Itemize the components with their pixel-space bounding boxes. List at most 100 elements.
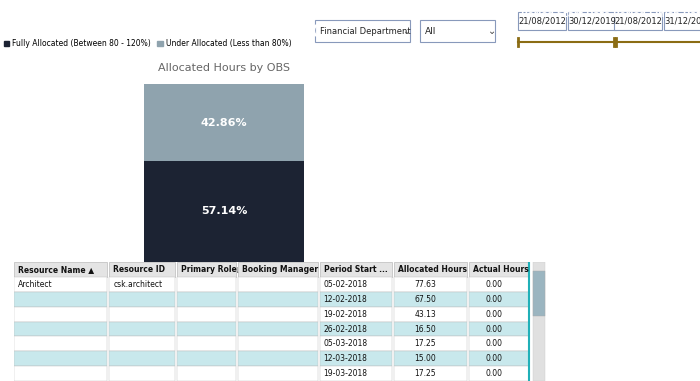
Text: 31/12/2019: 31/12/2019 bbox=[664, 16, 700, 26]
Bar bbox=[238, 262, 318, 277]
Text: 30/12/2019: 30/12/2019 bbox=[568, 16, 616, 26]
Bar bbox=[14, 322, 107, 336]
Bar bbox=[469, 322, 529, 336]
Text: 19-02-2018: 19-02-2018 bbox=[323, 310, 368, 319]
Text: 12-02-2018: 12-02-2018 bbox=[323, 295, 368, 304]
Text: OBS Type: OBS Type bbox=[331, 10, 379, 19]
Bar bbox=[177, 351, 236, 366]
Text: 21/08/2012: 21/08/2012 bbox=[614, 16, 662, 26]
Text: Period Start Date: Period Start Date bbox=[522, 10, 610, 19]
Bar bbox=[518, 12, 566, 30]
Text: 16.50: 16.50 bbox=[414, 325, 436, 333]
Bar bbox=[109, 277, 175, 292]
Bar bbox=[394, 277, 467, 292]
Text: 57.14%: 57.14% bbox=[201, 207, 247, 216]
Bar bbox=[394, 292, 467, 307]
Text: 0.00: 0.00 bbox=[486, 339, 503, 348]
Bar bbox=[420, 20, 495, 42]
Bar bbox=[14, 277, 107, 292]
Bar bbox=[238, 336, 318, 351]
Text: Architect: Architect bbox=[18, 280, 52, 289]
Bar bbox=[144, 85, 304, 161]
Bar bbox=[14, 351, 107, 366]
Bar bbox=[14, 292, 107, 307]
Bar bbox=[109, 366, 175, 381]
Bar bbox=[177, 336, 236, 351]
Bar bbox=[469, 292, 529, 307]
Bar bbox=[394, 351, 467, 366]
Bar bbox=[319, 262, 392, 277]
Bar bbox=[469, 366, 529, 381]
Bar bbox=[238, 307, 318, 322]
Bar bbox=[109, 351, 175, 366]
Text: 0.00: 0.00 bbox=[486, 295, 503, 304]
Text: Period Finish Date: Period Finish Date bbox=[613, 10, 700, 19]
Bar bbox=[319, 366, 392, 381]
Text: 0.00: 0.00 bbox=[486, 354, 503, 363]
Text: Resource Name ▲: Resource Name ▲ bbox=[18, 265, 95, 274]
Bar bbox=[109, 262, 175, 277]
Text: 26-02-2018: 26-02-2018 bbox=[323, 325, 368, 333]
Bar bbox=[177, 277, 236, 292]
Bar bbox=[394, 307, 467, 322]
Bar bbox=[319, 277, 392, 292]
Bar bbox=[14, 366, 107, 381]
Text: Financial Department: Financial Department bbox=[320, 27, 411, 35]
Bar bbox=[109, 322, 175, 336]
Text: 21/08/2012: 21/08/2012 bbox=[518, 16, 566, 26]
Bar bbox=[614, 12, 662, 30]
Text: Allocated Hours: Allocated Hours bbox=[398, 265, 468, 274]
Text: Resource ID: Resource ID bbox=[113, 265, 165, 274]
Text: Primary Role: Primary Role bbox=[181, 265, 237, 274]
Bar bbox=[177, 307, 236, 322]
Text: ⌄: ⌄ bbox=[488, 26, 496, 36]
Text: 42.86%: 42.86% bbox=[201, 118, 247, 128]
Bar bbox=[319, 307, 392, 322]
Bar bbox=[394, 336, 467, 351]
Text: Booking Manager: Booking Manager bbox=[242, 265, 318, 274]
Bar bbox=[238, 351, 318, 366]
Bar bbox=[394, 366, 467, 381]
Text: 05-02-2018: 05-02-2018 bbox=[323, 280, 368, 289]
Bar bbox=[109, 307, 175, 322]
Bar bbox=[109, 292, 175, 307]
Bar bbox=[394, 322, 467, 336]
Bar bbox=[109, 336, 175, 351]
Bar bbox=[144, 161, 304, 262]
Bar bbox=[238, 322, 318, 336]
Text: 0.00: 0.00 bbox=[486, 280, 503, 289]
Bar bbox=[533, 262, 545, 381]
Bar bbox=[568, 12, 616, 30]
Text: 0.00: 0.00 bbox=[486, 325, 503, 333]
Bar bbox=[319, 322, 392, 336]
Text: 67.50: 67.50 bbox=[414, 295, 437, 304]
Bar bbox=[469, 336, 529, 351]
Bar bbox=[238, 292, 318, 307]
Bar bbox=[319, 336, 392, 351]
Bar bbox=[177, 292, 236, 307]
Text: 05-03-2018: 05-03-2018 bbox=[323, 339, 368, 348]
Text: 0.00: 0.00 bbox=[486, 310, 503, 319]
Text: All: All bbox=[425, 27, 436, 35]
Text: Allocation Compliance Column Chart: Allocation Compliance Column Chart bbox=[8, 23, 365, 41]
Text: OBS Path: OBS Path bbox=[434, 10, 482, 19]
Bar bbox=[394, 262, 467, 277]
Text: 19-03-2018: 19-03-2018 bbox=[323, 369, 368, 378]
Bar bbox=[14, 262, 107, 277]
Bar bbox=[533, 271, 545, 315]
Text: ⌄: ⌄ bbox=[403, 26, 411, 36]
Bar bbox=[469, 307, 529, 322]
Text: 17.25: 17.25 bbox=[414, 369, 436, 378]
Bar bbox=[238, 366, 318, 381]
Bar bbox=[14, 336, 107, 351]
Bar bbox=[238, 277, 318, 292]
Text: 43.13: 43.13 bbox=[414, 310, 436, 319]
Bar bbox=[177, 262, 236, 277]
Text: 77.63: 77.63 bbox=[414, 280, 437, 289]
Bar bbox=[14, 307, 107, 322]
Text: Period Start ...: Period Start ... bbox=[323, 265, 387, 274]
Bar bbox=[469, 262, 529, 277]
Bar bbox=[177, 366, 236, 381]
Text: 15.00: 15.00 bbox=[414, 354, 436, 363]
Text: 17.25: 17.25 bbox=[414, 339, 436, 348]
